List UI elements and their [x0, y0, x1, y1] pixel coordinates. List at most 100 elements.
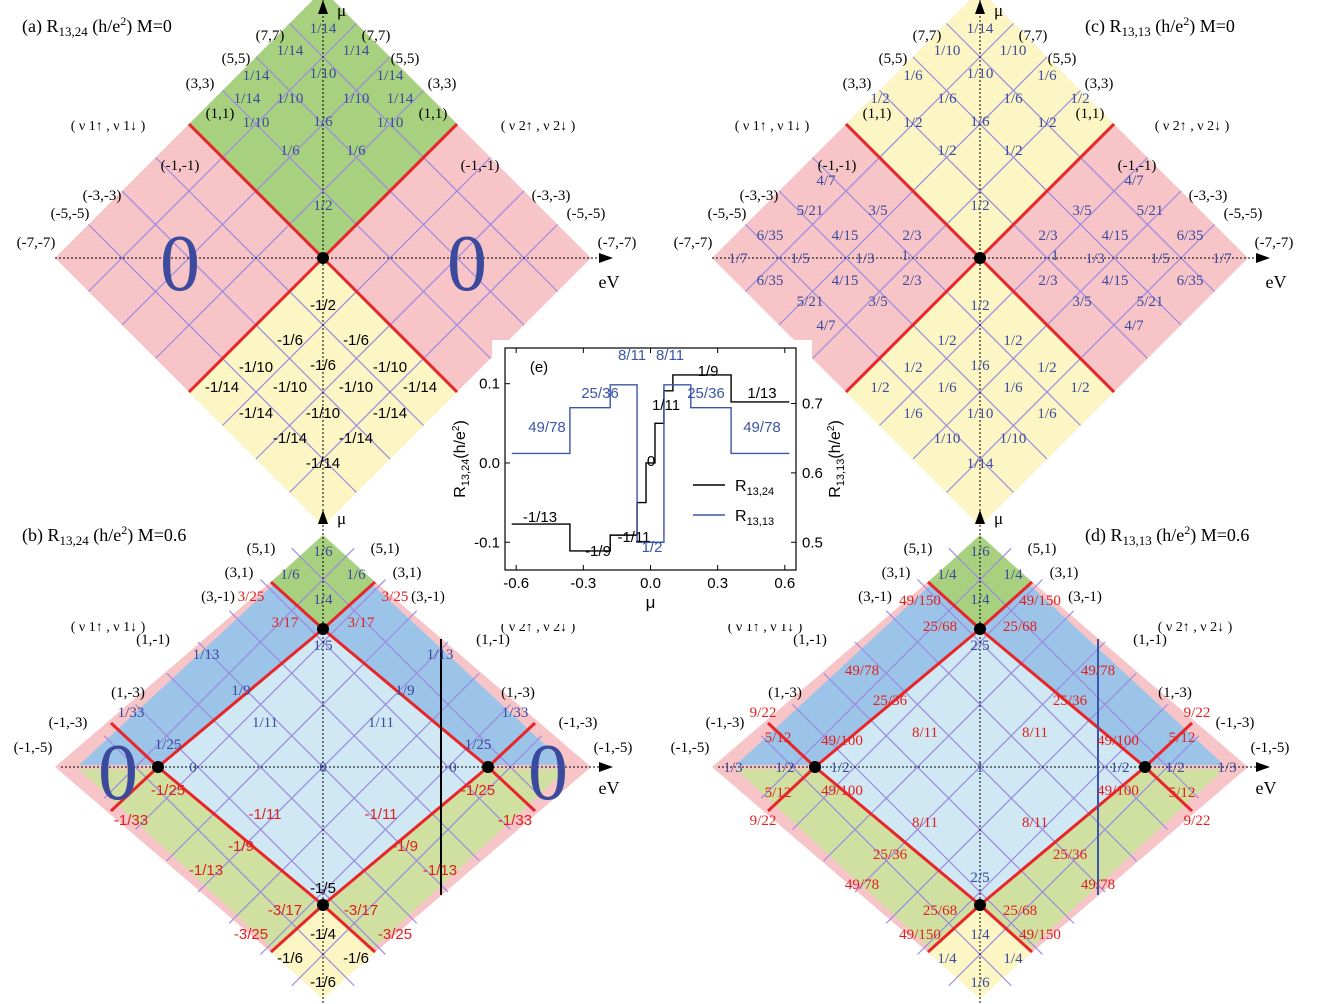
pair-label-right: ( ν 2↑ , ν 2↓ ): [501, 119, 576, 134]
state-label-right: (5,1): [371, 541, 400, 557]
cell-value: -1/6: [277, 332, 303, 349]
state-label-left: (1,1): [863, 106, 892, 122]
cell-value: 1/4: [937, 951, 957, 967]
panel-title: (a) R13,24 (h/e2) M=0: [22, 14, 172, 39]
phase-boundary: [109, 765, 160, 813]
state-label-left: (5,5): [222, 51, 251, 67]
cell-value: -1/14: [205, 379, 239, 396]
y-axis-label-right: R13,13(h/e2): [826, 420, 847, 498]
cell-value: 1/4: [970, 592, 990, 608]
phase-boundary: [321, 256, 459, 394]
cell-value: 49/78: [1081, 877, 1115, 893]
phase-boundary: [321, 122, 459, 260]
cell-value: 1/5: [313, 638, 332, 654]
phase-boundary: [269, 580, 325, 631]
cell-value: -1/25: [151, 782, 185, 799]
cell-value: 25/36: [1053, 693, 1088, 709]
cell-value: 1/6: [1003, 380, 1023, 396]
cell-value: 25/36: [1053, 847, 1088, 863]
phase-boundary: [978, 122, 1116, 260]
cell-value: 3/5: [868, 203, 887, 219]
y-tick-label-right: 0.7: [802, 396, 823, 413]
state-label-left: (1,1): [206, 106, 235, 122]
cell-value: -1/33: [114, 812, 148, 829]
cell-value: 0: [189, 760, 197, 776]
cell-value: 1/11: [252, 715, 278, 731]
cell-value: 4/7: [816, 173, 836, 189]
cell-value: 1/10: [310, 66, 337, 82]
cell-value: 1/6: [313, 114, 333, 130]
cell-value: -1/9: [392, 838, 418, 855]
axis-mu-label: μ: [337, 1, 346, 20]
axis-mu-label: μ: [994, 509, 1003, 528]
cell-value: -1/11: [364, 806, 397, 823]
phase-boundary: [814, 765, 981, 907]
mu-arrow-icon: [318, 0, 328, 14]
cell-value: 1/4: [970, 927, 990, 943]
data-annotation: 49/78: [528, 419, 566, 436]
cell-value: 2/3: [902, 228, 921, 244]
phase-boundary: [157, 765, 324, 907]
cell-value: 1/10: [377, 115, 404, 131]
cell-value: 1/11: [368, 715, 394, 731]
cell-value: 1/4: [937, 567, 957, 583]
state-label-left: (-1,-5): [14, 740, 53, 756]
axis-mu-label: μ: [994, 1, 1003, 20]
phase-boundary: [979, 765, 1146, 907]
cell-value: 25/68: [1003, 619, 1037, 635]
cell-value: 1/14: [387, 91, 414, 107]
cell-value: 6/35: [757, 273, 784, 289]
cell-value: 1: [976, 760, 984, 776]
phase-boundary: [486, 721, 537, 769]
cell-value: -1/4: [310, 926, 336, 943]
phase-boundary: [157, 627, 324, 769]
cell-value: -3/25: [234, 926, 268, 943]
cell-value: 1/2: [903, 360, 922, 376]
cell-value: 1/2: [1003, 143, 1022, 159]
cell-value: 3/25: [238, 589, 265, 605]
cell-value: 6/35: [1177, 273, 1204, 289]
state-label-right: (1,-3): [1158, 685, 1192, 701]
legend-label: R13,24: [735, 478, 774, 498]
cell-value: 1/4: [313, 592, 333, 608]
cell-value: 1/6: [1037, 68, 1057, 84]
cell-value: -1/10: [339, 379, 373, 396]
data-annotation: 8/11: [618, 347, 646, 364]
state-label-right: (3,3): [428, 76, 457, 92]
big-zero: 0: [528, 729, 568, 817]
cell-value: 49/150: [1019, 593, 1061, 609]
cell-value: -1/14: [339, 430, 373, 447]
node-dot: [974, 623, 986, 635]
ev-arrow-icon: [599, 253, 613, 263]
cell-value: -1/13: [423, 862, 457, 879]
cell-value: -1/25: [461, 782, 495, 799]
state-label-right: (5,5): [391, 51, 420, 67]
y-tick-label-left: 0.1: [479, 376, 500, 393]
big-zero: 0: [447, 220, 487, 308]
cell-value: 1/4: [1003, 567, 1023, 583]
state-label-left: (7,7): [913, 28, 942, 44]
cell-value: 1: [1051, 248, 1059, 264]
y-axis-label-left: R13,24(h/e2): [451, 420, 472, 498]
cell-value: 3/25: [382, 589, 409, 605]
state-label-left: (5,1): [904, 541, 933, 557]
cell-value: -3/17: [344, 902, 378, 919]
cell-value: 1/10: [1000, 431, 1027, 447]
cell-value: 1/5: [790, 251, 809, 267]
state-label-left: (-1,-5): [671, 740, 710, 756]
state-label-left: (-7,-7): [674, 235, 713, 251]
cell-value: 9/22: [1184, 813, 1211, 829]
node-dot: [317, 252, 329, 264]
cell-value: 1/10: [343, 91, 370, 107]
cell-value: 1/2: [1037, 115, 1056, 131]
grid-line: [228, 610, 480, 862]
ev-arrow-icon: [1256, 762, 1270, 772]
data-annotation: 25/36: [581, 385, 619, 402]
grid-line: [260, 579, 511, 830]
cell-value: 1/2: [1070, 91, 1089, 107]
node-dot: [974, 899, 986, 911]
cell-value: -1/14: [239, 405, 273, 422]
panel-b: μ eV (5,1) (3,1) (3,-1) (1,-1) (1,-3) (-1,-3) (-…: [14, 509, 632, 1003]
data-annotation: 1/11: [652, 397, 680, 414]
